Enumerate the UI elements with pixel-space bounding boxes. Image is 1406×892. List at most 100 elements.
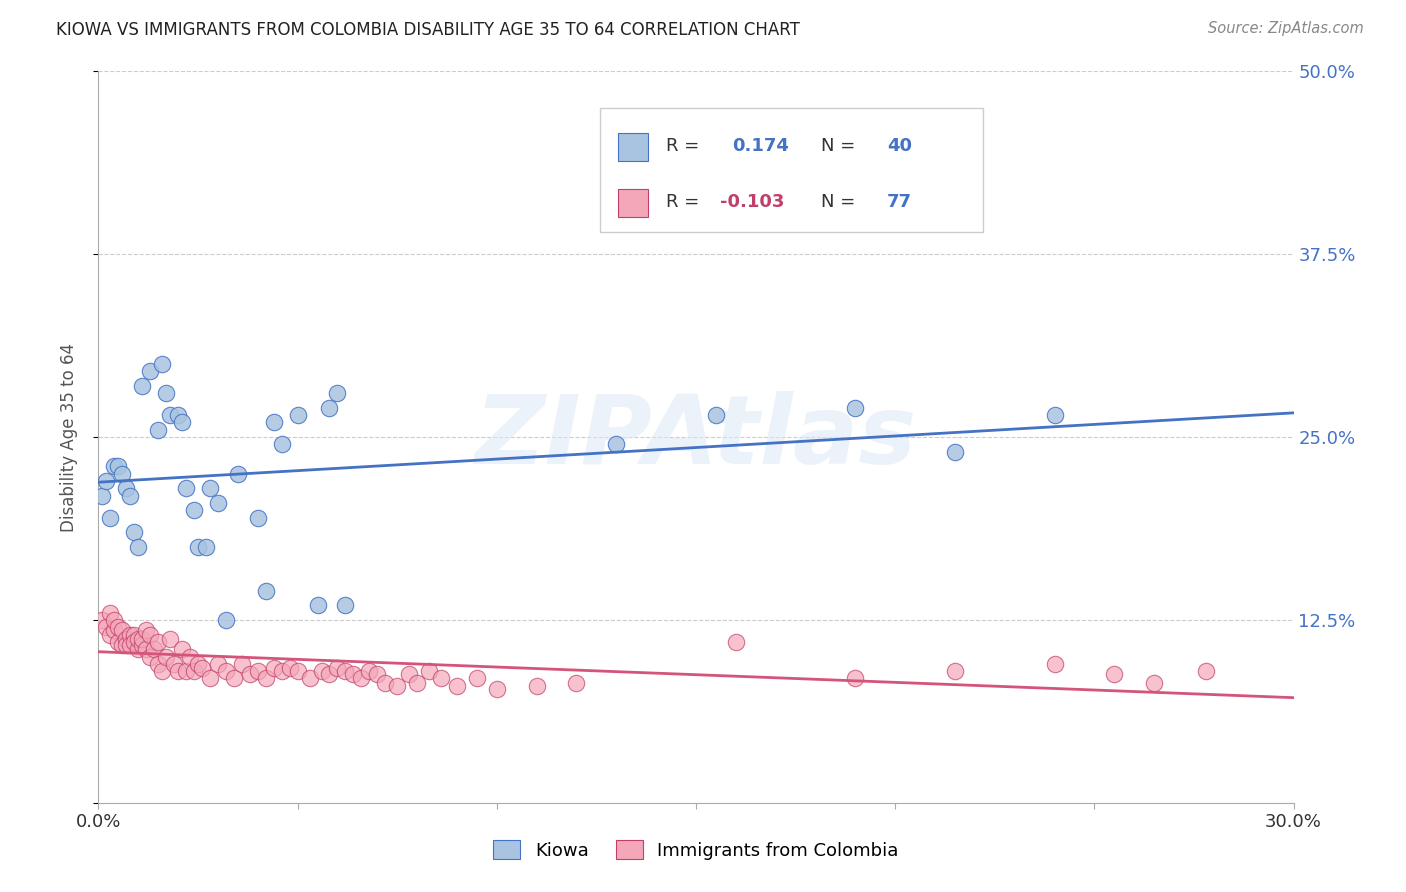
Point [1043,408,1066,422]
Point [326,386,349,401]
Point [1143,676,1166,690]
Point [159,632,181,646]
Point [96,474,118,488]
Point [342,667,364,681]
Point [124,635,146,649]
Point [91,613,114,627]
Text: -0.103: -0.103 [720,193,785,211]
Point [107,459,129,474]
Point [207,657,229,671]
Point [287,664,309,678]
Point [120,638,142,652]
Text: 77: 77 [887,193,912,211]
Text: ZIPAtlas: ZIPAtlas [475,391,917,483]
Point [374,676,396,690]
Point [222,672,245,686]
Point [111,638,134,652]
Text: Source: ZipAtlas.com: Source: ZipAtlas.com [1208,21,1364,36]
Point [1195,664,1218,678]
Point [335,664,357,678]
Point [704,408,727,422]
Point [198,672,221,686]
Y-axis label: Disability Age 35 to 64: Disability Age 35 to 64 [59,343,77,532]
Point [148,423,170,437]
Point [91,489,114,503]
Point [298,672,321,686]
Point [359,664,381,678]
Point [131,638,153,652]
Point [124,627,146,641]
Text: N =: N = [821,137,856,155]
Point [226,467,249,481]
Point [565,676,588,690]
Text: 0.174: 0.174 [733,137,789,155]
Point [131,632,153,646]
Point [103,459,125,474]
Point [943,664,966,678]
Point [155,386,177,401]
Point [1043,657,1066,671]
Point [179,649,201,664]
Point [120,489,142,503]
Point [167,408,190,422]
Point [124,525,146,540]
Text: KIOWA VS IMMIGRANTS FROM COLOMBIA DISABILITY AGE 35 TO 64 CORRELATION CHART: KIOWA VS IMMIGRANTS FROM COLOMBIA DISABI… [56,21,800,38]
Bar [619,189,648,217]
Point [159,408,181,422]
Point [418,664,440,678]
Point [107,635,129,649]
Point [127,632,149,646]
Point [135,642,157,657]
Point [844,672,866,686]
Point [287,408,309,422]
Point [172,416,194,430]
Point [724,635,747,649]
Point [111,467,134,481]
Point [96,620,118,634]
Point [326,661,349,675]
Point [183,664,205,678]
Point [98,627,122,641]
Point [172,642,194,657]
Point [246,510,269,524]
Point [430,672,453,686]
Point [307,599,329,613]
Point [605,437,627,451]
Point [398,667,420,681]
Point [163,657,186,671]
Point [366,667,388,681]
Point [318,667,340,681]
Point [111,623,134,637]
Point [103,623,125,637]
Point [127,642,149,657]
Point [215,613,238,627]
Point [311,664,333,678]
Point [270,664,292,678]
Point [155,649,177,664]
Point [120,627,142,641]
Point [465,672,488,686]
Point [174,481,197,495]
Point [143,642,166,657]
Point [485,681,508,696]
FancyBboxPatch shape [600,108,983,232]
Point [198,481,221,495]
Text: R =: R = [666,137,699,155]
Point [135,623,157,637]
Point [150,664,173,678]
Point [187,657,209,671]
Point [526,679,548,693]
Point [350,672,373,686]
Point [191,661,214,675]
Point [385,679,409,693]
Point [215,664,238,678]
Point [127,540,149,554]
Point [278,661,301,675]
Point [139,364,162,378]
Point [148,635,170,649]
Point [174,664,197,678]
Point [98,606,122,620]
Point [446,679,468,693]
Point [183,503,205,517]
Text: 40: 40 [887,137,912,155]
